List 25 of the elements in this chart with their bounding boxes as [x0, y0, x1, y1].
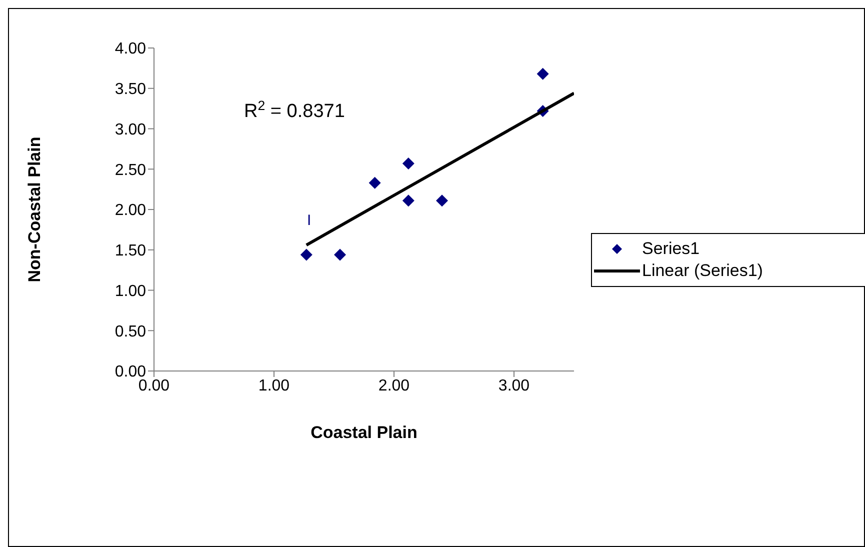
y-tick-label: 1.00	[114, 282, 146, 300]
point	[368, 176, 381, 189]
annotation: I	[307, 212, 312, 229]
y-tick-label: 2.00	[114, 202, 146, 220]
y-tick-label: 1.50	[114, 242, 146, 260]
point	[536, 68, 549, 80]
x-tick-label: 2.00	[378, 377, 410, 394]
legend-label: Linear (Series1)	[642, 261, 763, 281]
y-tick-label: 0.50	[114, 323, 146, 340]
x-tick-label: 1.00	[258, 377, 290, 394]
y-tick-label: 2.50	[114, 162, 146, 179]
x-tick-label: 3.00	[498, 377, 530, 394]
y-tick-label: 3.50	[114, 81, 146, 98]
x-axis-title: Coastal Plain	[310, 423, 418, 442]
point	[300, 248, 312, 261]
y-axis-title: Non-Coastal Plain	[25, 136, 44, 282]
point	[334, 248, 346, 261]
x-tick-label: 0.00	[138, 377, 170, 394]
point	[436, 194, 448, 207]
point	[402, 157, 414, 170]
y-tick-label: 3.00	[114, 121, 146, 138]
annotation: R$^{2}$ = 0.8371	[244, 98, 345, 122]
y-tick-label: 4.00	[114, 40, 146, 58]
point	[402, 194, 414, 207]
legend-label: Series1	[642, 239, 700, 259]
